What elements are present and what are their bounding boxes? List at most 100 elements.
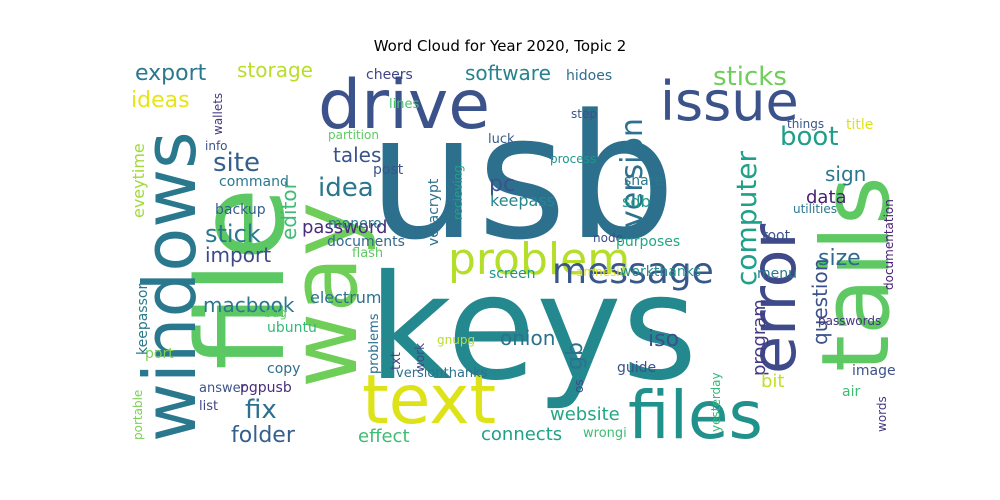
word-command: command bbox=[219, 174, 289, 190]
word-root: root bbox=[762, 228, 791, 244]
word-purposes: purposes bbox=[616, 234, 680, 250]
word-ubuntu: ubuntu bbox=[267, 320, 317, 336]
word-problem: problem bbox=[448, 234, 630, 285]
word-macbook: macbook bbox=[203, 293, 295, 317]
word-answer: answer bbox=[199, 381, 247, 396]
word-documents: documents bbox=[327, 234, 405, 250]
word-air: air bbox=[842, 384, 860, 400]
word-export: export bbox=[135, 61, 207, 86]
word-wallets: wallets bbox=[211, 93, 225, 135]
word-title: title bbox=[846, 117, 873, 133]
word-recieving: recieving bbox=[451, 165, 465, 220]
word-screen: screen bbox=[489, 266, 536, 282]
word-passwords: passwords bbox=[818, 314, 881, 328]
word-lines: lines bbox=[389, 97, 419, 112]
word-veracrypt: veracrypt bbox=[426, 178, 442, 246]
word-guide: guide bbox=[617, 360, 656, 376]
word-share: share bbox=[624, 173, 663, 189]
word-issue: issue bbox=[660, 70, 799, 133]
word-yesterday: yesterday bbox=[709, 372, 723, 432]
word-tails: tails bbox=[802, 176, 911, 372]
word-site: site bbox=[213, 148, 260, 178]
word-info: info bbox=[205, 139, 228, 153]
word-amnesia: amnesia bbox=[576, 265, 627, 279]
word-tales: tales bbox=[333, 143, 381, 167]
word-port: port bbox=[145, 346, 174, 362]
word-step: step bbox=[571, 107, 597, 121]
word-pc: pc bbox=[489, 172, 515, 197]
word-sign: sign bbox=[825, 162, 866, 186]
word-folder: folder bbox=[231, 423, 296, 448]
word-usb: usb bbox=[368, 77, 676, 278]
word-backup: backup bbox=[215, 202, 266, 218]
word-hidoes: hidoes bbox=[566, 68, 612, 84]
word-idea: idea bbox=[318, 173, 374, 203]
word-files: files bbox=[628, 377, 763, 454]
word-documentation: documentation bbox=[882, 199, 896, 290]
word-wrongi: wrongi bbox=[583, 426, 627, 441]
word-problems: problems bbox=[367, 313, 382, 374]
word-gb: gb bbox=[563, 342, 588, 370]
word-bit: bit bbox=[761, 371, 784, 392]
word-process: process bbox=[550, 152, 596, 166]
word-question: question bbox=[808, 259, 832, 345]
word-storage: storage bbox=[237, 58, 313, 82]
word-sdb: sdb bbox=[622, 192, 651, 211]
word-data: data bbox=[806, 187, 847, 208]
word-pgpusb: pgpusb bbox=[240, 380, 292, 396]
word-post: post bbox=[373, 162, 404, 178]
word-website: website bbox=[550, 404, 620, 425]
word-import: import bbox=[205, 243, 271, 267]
word-txt: txt bbox=[389, 352, 404, 370]
chart-title: Word Cloud for Year 2020, Topic 2 bbox=[373, 37, 627, 55]
word-menu: menu bbox=[757, 266, 797, 282]
word-drive: drive bbox=[318, 66, 490, 145]
word-utilities: utilities bbox=[793, 202, 837, 216]
word-boot: boot bbox=[780, 122, 839, 152]
word-eveytime: eveytime bbox=[129, 143, 148, 218]
word-error: error bbox=[737, 223, 810, 374]
word-keepassor: keepassor bbox=[135, 284, 151, 355]
word-image: image bbox=[852, 363, 896, 379]
word-stick: stick bbox=[205, 220, 261, 248]
word-portable: portable bbox=[131, 390, 145, 440]
word-ideas: ideas bbox=[131, 88, 190, 113]
word-electrum: electrum bbox=[310, 288, 382, 307]
word-windows: windows bbox=[128, 131, 212, 442]
word-os: os bbox=[572, 379, 586, 393]
word-words: words bbox=[875, 396, 889, 432]
word-monero: monero bbox=[328, 216, 382, 232]
word-flash: flash bbox=[352, 246, 383, 261]
word-bug: bug bbox=[264, 306, 287, 320]
word-way: way bbox=[271, 202, 378, 388]
word-message: message bbox=[552, 251, 714, 292]
word-gnupg: gnupg bbox=[437, 333, 475, 347]
word-iso: iso bbox=[648, 327, 679, 352]
word-partition: partition bbox=[328, 128, 379, 142]
word-node: node bbox=[593, 231, 623, 245]
word-file: file bbox=[173, 187, 312, 370]
word-list: list bbox=[199, 399, 218, 414]
word-program: program bbox=[749, 299, 770, 376]
word-keys: keys bbox=[368, 244, 697, 413]
word-computer: computer bbox=[730, 150, 763, 286]
word-size: size bbox=[818, 246, 861, 271]
word-things: things bbox=[787, 117, 824, 131]
word-workthanks: workthanks bbox=[620, 264, 701, 280]
word-onion: onion bbox=[500, 326, 555, 350]
word-work: work bbox=[413, 343, 427, 372]
word-copy: copy bbox=[267, 361, 300, 377]
word-password: password bbox=[302, 217, 387, 238]
word-fix: fix bbox=[245, 395, 277, 425]
word-sticks: sticks bbox=[713, 62, 787, 92]
word-connects: connects bbox=[481, 424, 562, 445]
word-versionthanks: versionthanks bbox=[396, 366, 488, 381]
word-effect: effect bbox=[358, 426, 410, 447]
word-software: software bbox=[465, 61, 551, 85]
word-version: version bbox=[615, 118, 650, 228]
word-text: text bbox=[362, 361, 496, 440]
word-cheers: cheers bbox=[366, 67, 413, 83]
word-keepass: keepass bbox=[490, 191, 555, 210]
